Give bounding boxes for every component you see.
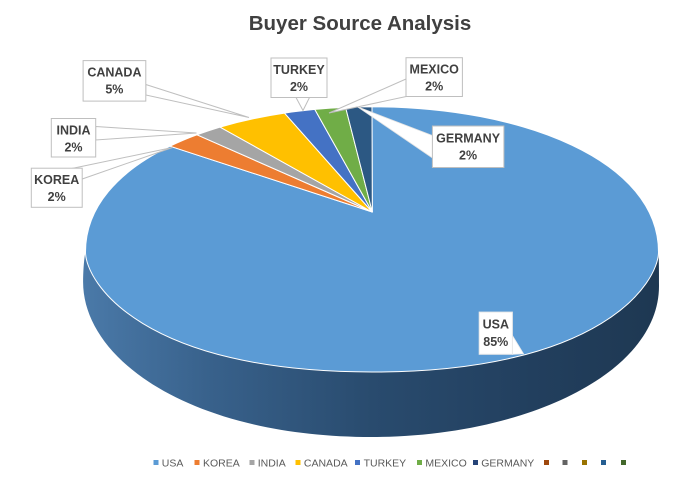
svg-text:TURKEY: TURKEY [273,63,325,77]
svg-text:INDIA: INDIA [56,124,90,138]
svg-text:USA: USA [483,318,509,332]
svg-text:USA: USA [162,458,184,470]
svg-text:KOREA: KOREA [203,458,240,470]
svg-text:5%: 5% [105,83,123,97]
svg-text:2%: 2% [48,190,66,204]
svg-text:GERMANY: GERMANY [436,132,501,146]
svg-text:2%: 2% [459,149,477,163]
svg-text:GERMANY: GERMANY [481,458,534,470]
svg-text:2%: 2% [64,141,82,155]
svg-text:2%: 2% [425,80,443,94]
svg-text:85%: 85% [483,335,508,349]
svg-text:TURKEY: TURKEY [364,458,407,470]
svg-text:MEXICO: MEXICO [425,458,466,470]
svg-text:MEXICO: MEXICO [410,63,460,77]
svg-text:INDIA: INDIA [258,458,286,470]
svg-text:CANADA: CANADA [87,66,141,80]
svg-text:KOREA: KOREA [34,173,79,187]
svg-text:CANADA: CANADA [304,458,348,470]
svg-text:Buyer Source Analysis: Buyer Source Analysis [249,12,472,35]
svg-text:2%: 2% [290,80,308,94]
